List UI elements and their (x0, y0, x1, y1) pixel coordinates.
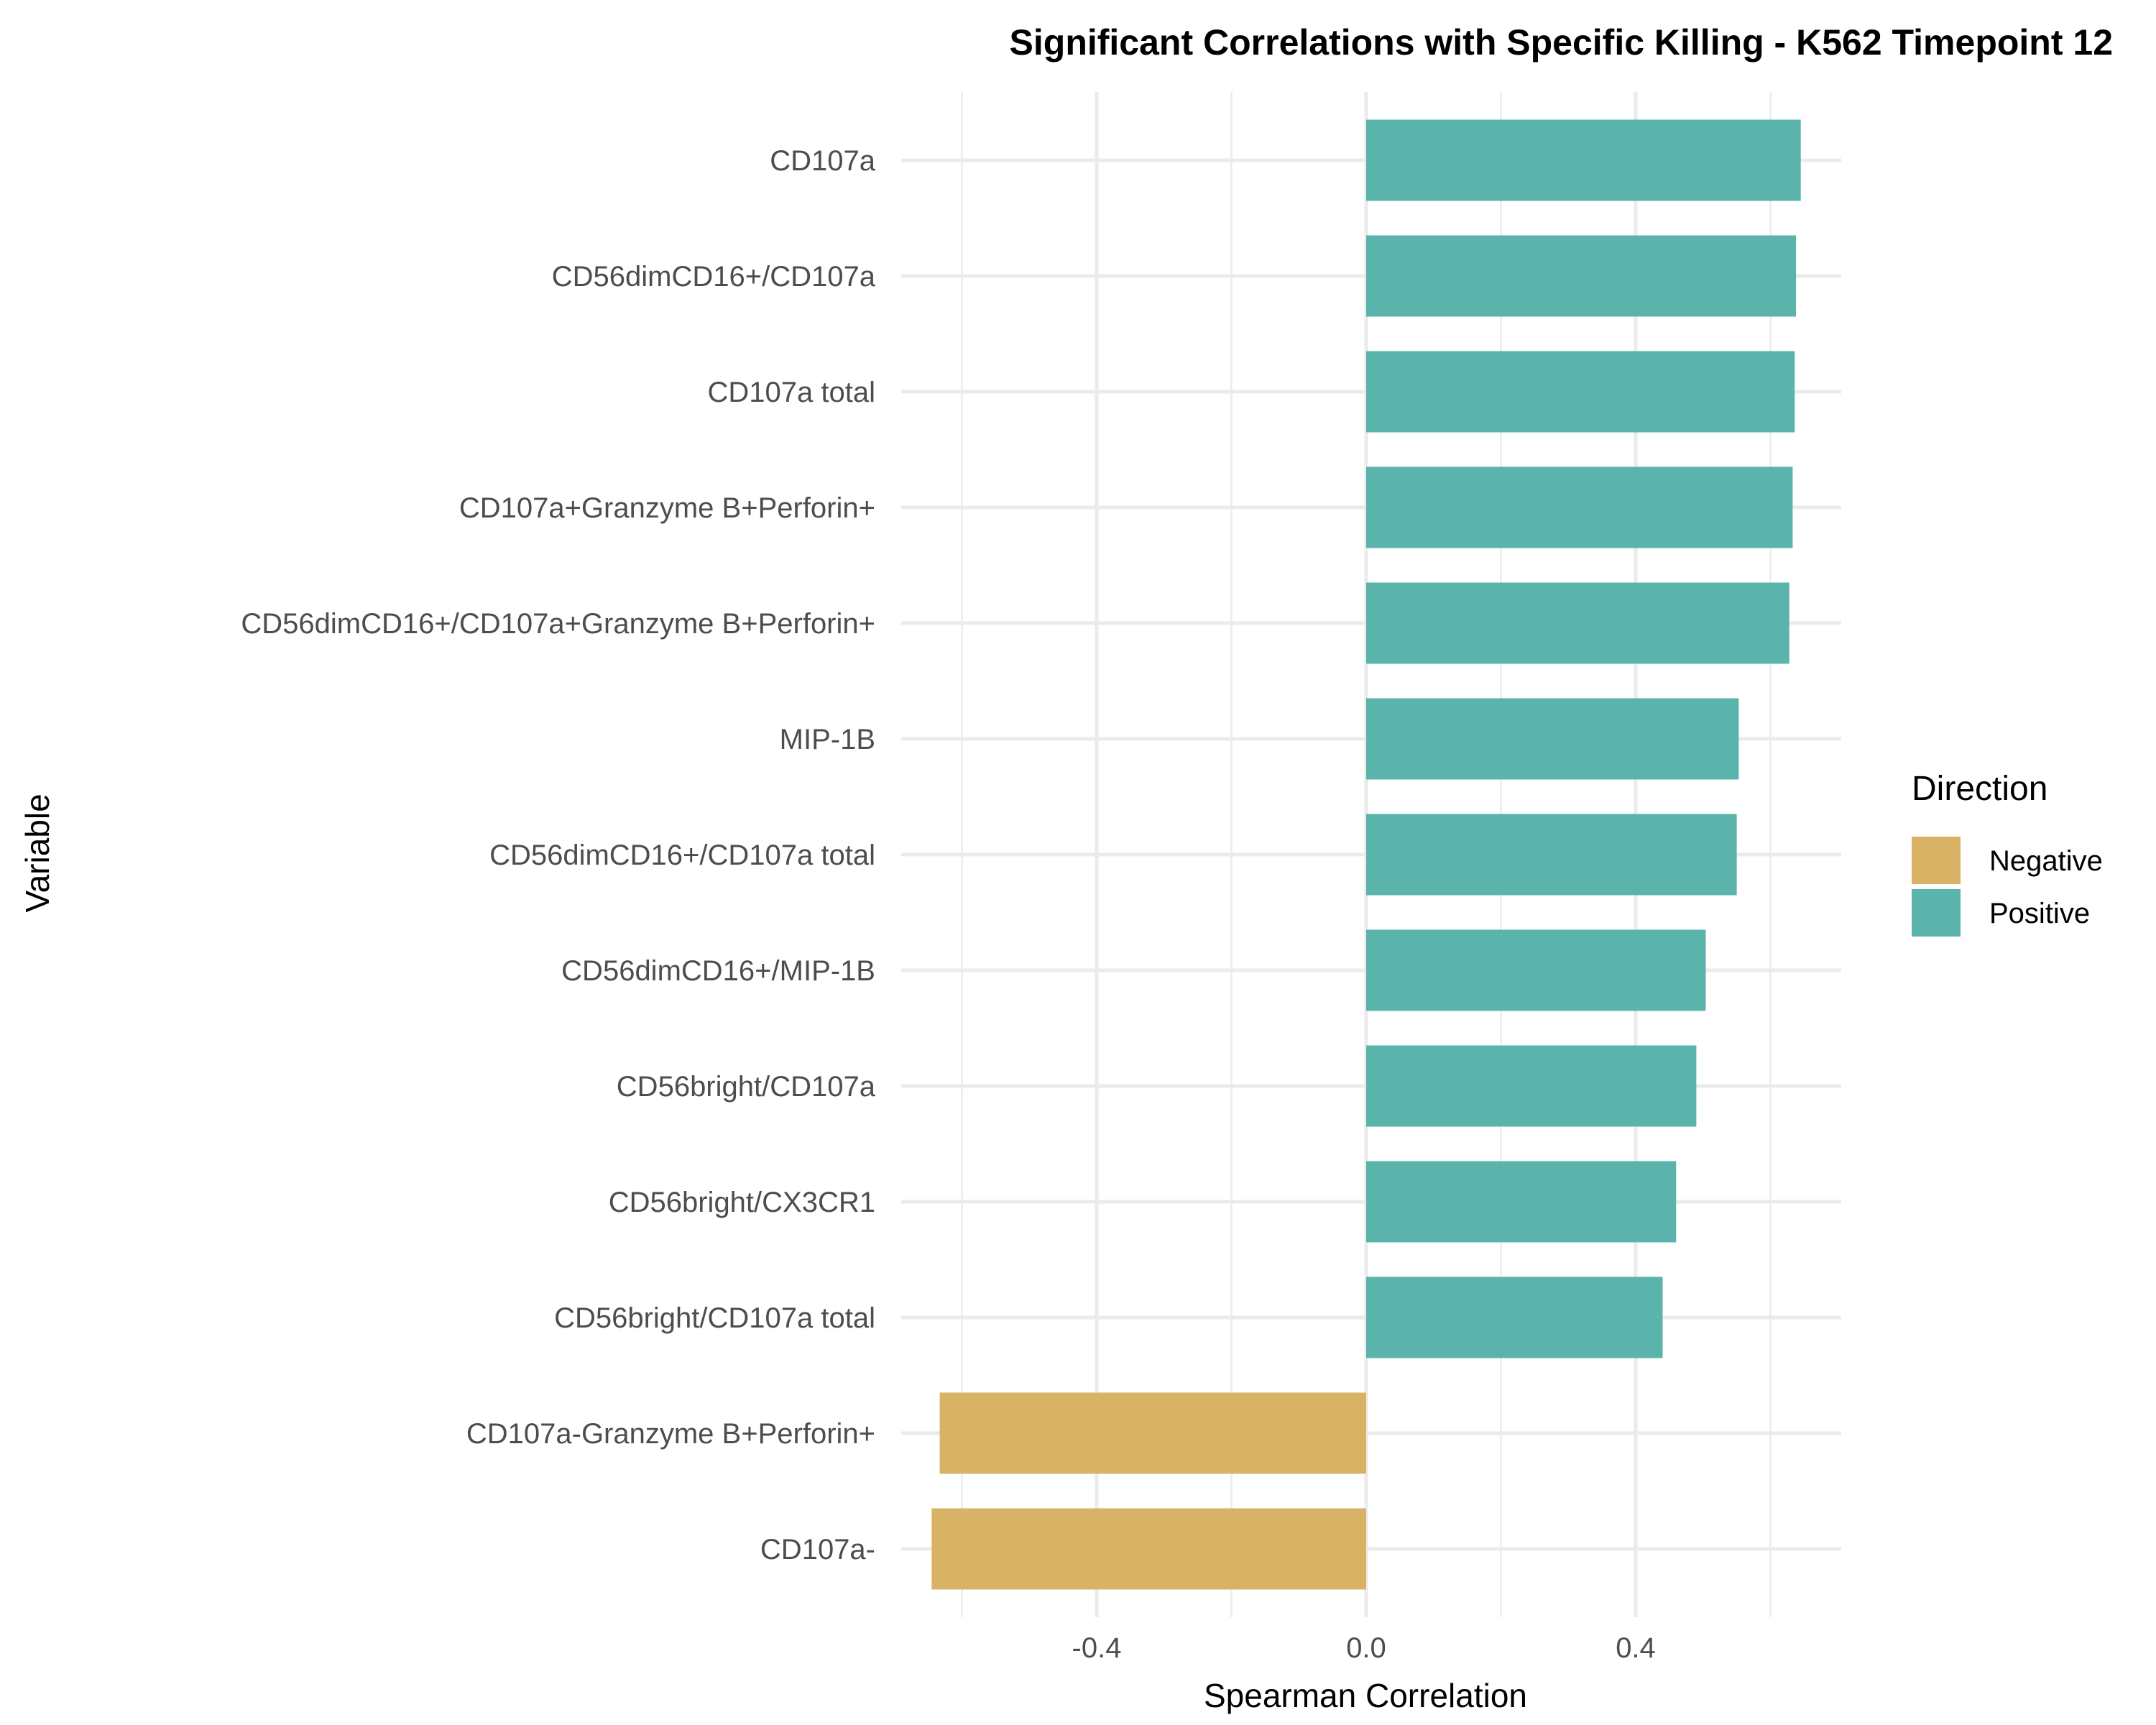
bar (1366, 814, 1737, 896)
bar (1366, 1276, 1663, 1358)
x-axis-tick-labels: -0.4 0.0 0.4 (1072, 1632, 1656, 1664)
legend-label: Positive (1989, 898, 2090, 929)
y-tick-label: CD107a+Granzyme B+Perforin+ (459, 492, 875, 524)
y-axis-title: Variable (19, 794, 56, 912)
bar (1366, 929, 1706, 1011)
legend-swatch (1912, 837, 1961, 884)
x-axis-title: Spearman Correlation (1204, 1677, 1527, 1714)
y-axis-tick-labels: CD107a CD56dimCD16+/CD107a CD107a total CD1… (241, 145, 875, 1565)
legend-title: Direction (1912, 770, 2047, 808)
y-tick-label: CD56dimCD16+/CD107a total (489, 840, 875, 871)
y-tick-label: CD56dimCD16+/MIP-1B (561, 955, 875, 987)
bar (1366, 351, 1795, 433)
bar (1366, 582, 1789, 664)
bar (1366, 119, 1801, 201)
bar (1366, 235, 1797, 317)
chart-title: Significant Correlations with Specific K… (1010, 22, 2113, 63)
legend-swatch (1912, 889, 1961, 937)
y-tick-label: CD56dimCD16+/CD107a (552, 261, 876, 293)
y-tick-label: CD56dimCD16+/CD107a+Granzyme B+Perforin+ (241, 608, 875, 640)
legend: Direction Negative Positive (1912, 770, 2103, 937)
legend-label: Negative (1989, 845, 2103, 877)
y-tick-label: CD107a (770, 145, 876, 177)
y-tick-label: CD107a-Granzyme B+Perforin+ (466, 1418, 875, 1450)
bars (931, 119, 1801, 1590)
y-tick-label: CD56bright/CX3CR1 (609, 1187, 875, 1218)
bar (1366, 466, 1793, 548)
bar (1366, 1161, 1677, 1243)
x-tick-label: 0.4 (1616, 1632, 1656, 1664)
y-tick-label: CD107a total (708, 377, 875, 408)
legend-items: Negative Positive (1912, 837, 2103, 937)
y-tick-label: MIP-1B (780, 724, 875, 755)
bar (1366, 698, 1739, 780)
x-tick-label: -0.4 (1072, 1632, 1122, 1664)
bar (939, 1392, 1366, 1474)
bar (931, 1508, 1366, 1590)
x-tick-label: 0.0 (1346, 1632, 1386, 1664)
bar (1366, 1045, 1697, 1127)
y-tick-label: CD56bright/CD107a total (554, 1302, 875, 1334)
y-tick-label: CD56bright/CD107a (617, 1071, 876, 1103)
y-tick-label: CD107a- (760, 1534, 875, 1565)
